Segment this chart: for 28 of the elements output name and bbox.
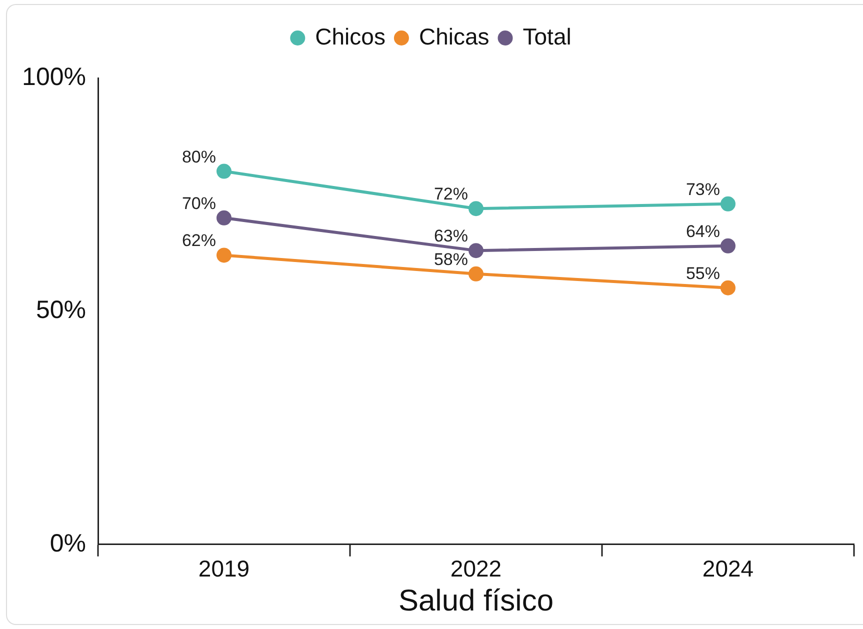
data-label: 55% (686, 264, 720, 283)
x-axis-title: Salud físico (398, 584, 554, 618)
point (720, 238, 736, 254)
legend-label: Chicos (315, 23, 386, 50)
point (216, 164, 232, 179)
y-tick-label: 0% (50, 529, 86, 558)
point (216, 248, 232, 263)
data-label: 73% (686, 180, 720, 199)
data-label: 62% (182, 231, 216, 250)
legend-label: Total (522, 23, 572, 50)
data-label: 70% (182, 194, 216, 213)
point (468, 266, 484, 282)
point (720, 280, 736, 296)
x-tick-label: 2019 (198, 556, 250, 582)
data-label: 63% (434, 226, 468, 246)
point (468, 243, 484, 258)
legend-label: Chicas (418, 23, 490, 50)
x-tick-label: 2024 (702, 556, 754, 582)
y-tick-label: 100% (22, 62, 86, 91)
point (720, 196, 736, 212)
data-label: 64% (686, 222, 720, 241)
point (216, 210, 232, 226)
x-tick-label: 2022 (450, 556, 502, 582)
data-label: 58% (434, 250, 468, 269)
y-tick-label: 50% (36, 296, 86, 324)
point (468, 201, 484, 216)
data-label: 80% (182, 147, 216, 166)
data-label: 72% (434, 184, 468, 204)
